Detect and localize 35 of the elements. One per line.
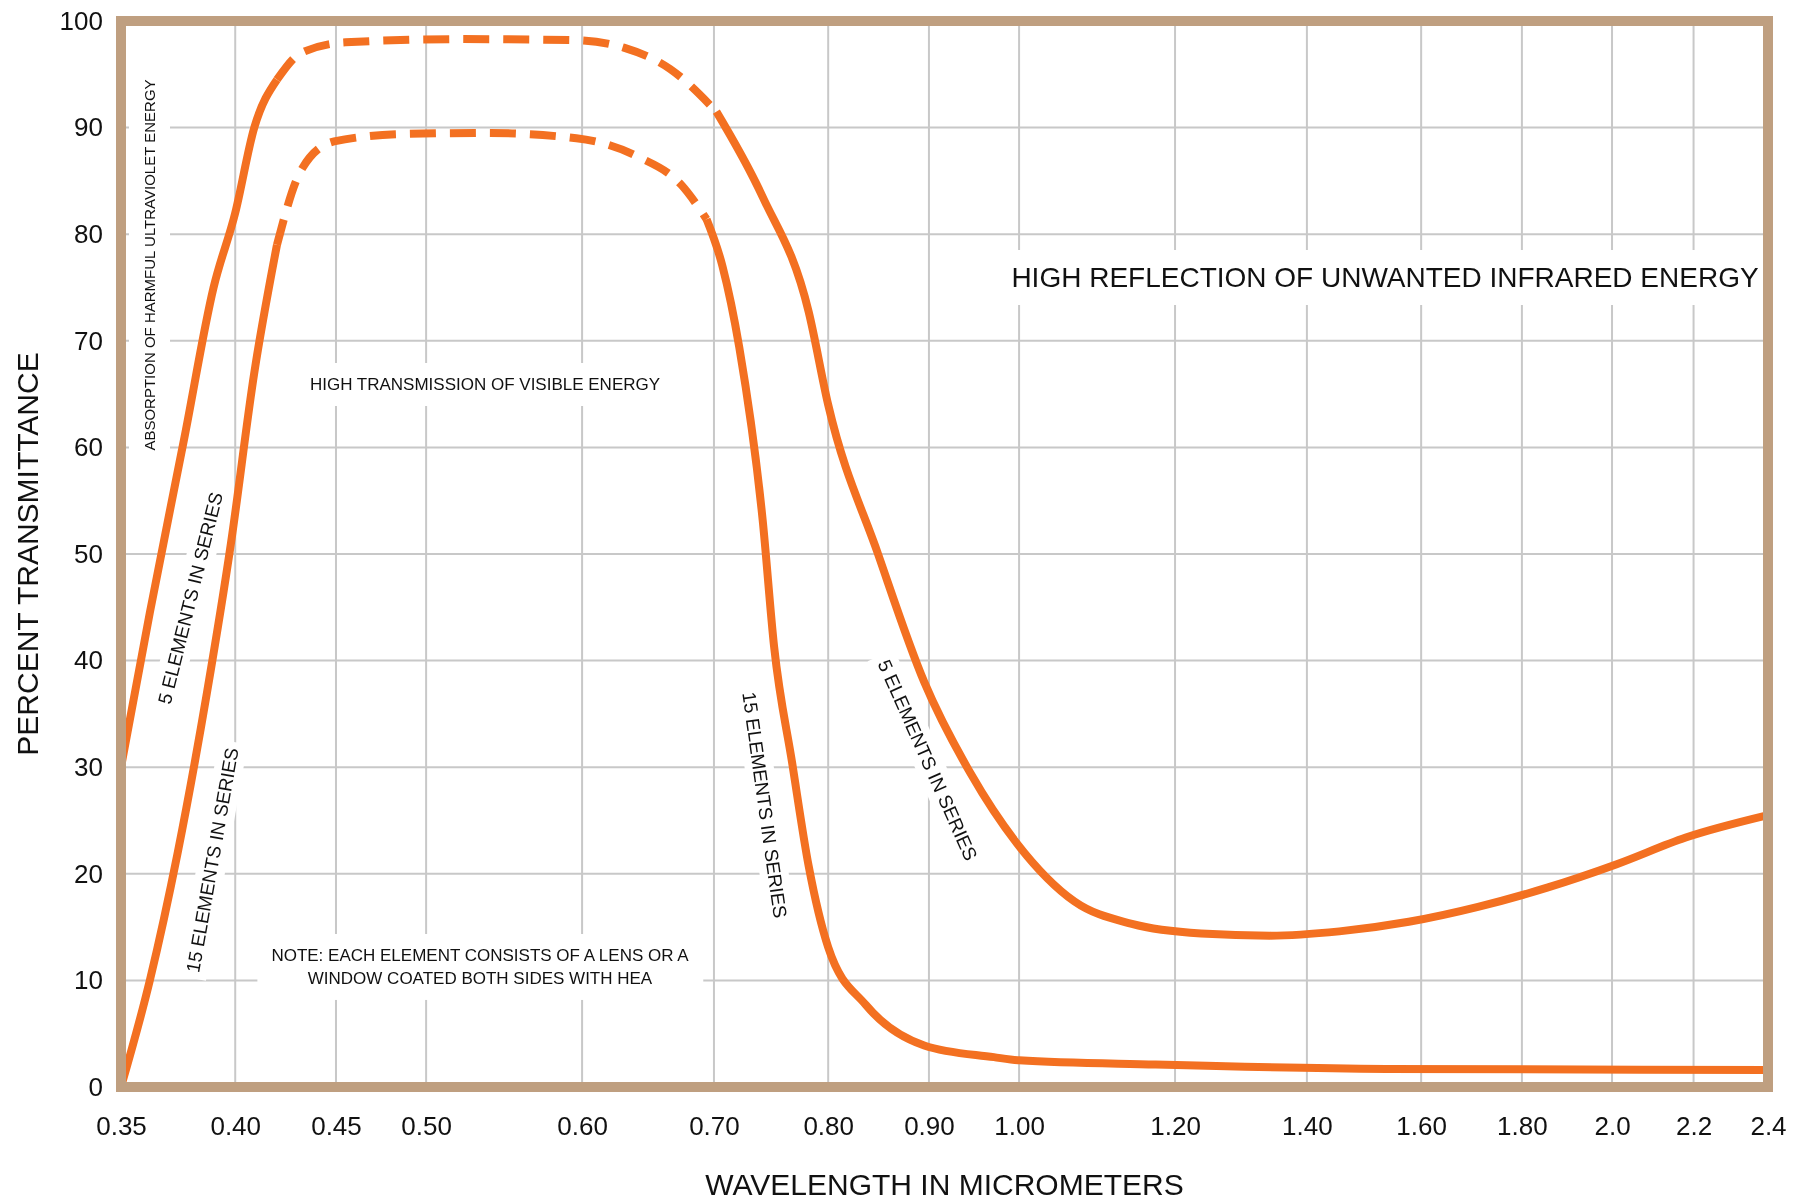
annotation: NOTE: EACH ELEMENT CONSISTS OF A LENS OR A WINDOW COATED BOTH SIDES WITH HEA (271, 946, 690, 988)
x-tick-label: 0.40 (210, 1111, 262, 1142)
y-tick-label: 40 (74, 645, 103, 676)
text: 15 ELEMENTS IN SERIES (738, 690, 791, 920)
x-tick-label: 0.50 (401, 1111, 452, 1142)
x-tick-label: 0.60 (557, 1111, 608, 1142)
x-tick-label: 0.80 (803, 1111, 854, 1142)
annotation: HIGH TRANSMISSION OF VISIBLE ENERGY (309, 375, 661, 394)
y-tick-label: 10 (74, 965, 103, 996)
x-tick-label: 0.45 (311, 1111, 362, 1142)
y-tick-label: 80 (74, 219, 103, 250)
x-tick-label: 1.40 (1282, 1111, 1333, 1142)
y-tick-label: 30 (74, 752, 103, 783)
y-tick-label: 100 (59, 5, 103, 36)
x-tick-label: 1.80 (1497, 1111, 1548, 1142)
x-tick-label: 0.70 (689, 1111, 740, 1142)
y-tick-label: 50 (74, 538, 103, 569)
y-axis-title: PERCENT TRANSMITTANCE (11, 352, 44, 756)
x-tick-label: 1.00 (994, 1111, 1045, 1142)
x-tick-label: 1.60 (1396, 1111, 1447, 1142)
text: 15 ELEMENTS IN SERIES (182, 745, 243, 975)
x-tick-label: 0.35 (96, 1111, 147, 1142)
x-tick-label: 2.2 (1675, 1111, 1713, 1142)
y-tick-label: 70 (74, 325, 103, 356)
y-tick-label: 0 (88, 1071, 103, 1102)
y-tick-label: 20 (74, 858, 103, 889)
x-tick-label: 1.20 (1150, 1111, 1201, 1142)
x-axis-title: WAVELENGTH IN MICROMETERS (705, 1168, 1184, 1201)
x-tick-label: 0.90 (904, 1111, 955, 1142)
annotation: HIGH REFLECTION OF UNWANTED INFRARED ENERGY (1011, 262, 1759, 293)
y-tick-label: 90 (74, 112, 103, 143)
x-tick-label: 2.4 (1750, 1111, 1787, 1142)
x-tick-label: 2.0 (1594, 1111, 1631, 1142)
y-tick-label: 60 (74, 432, 103, 463)
annotation: ABSORPTION OF HARMFUL ULTRAVIOLET ENERGY (141, 79, 158, 451)
